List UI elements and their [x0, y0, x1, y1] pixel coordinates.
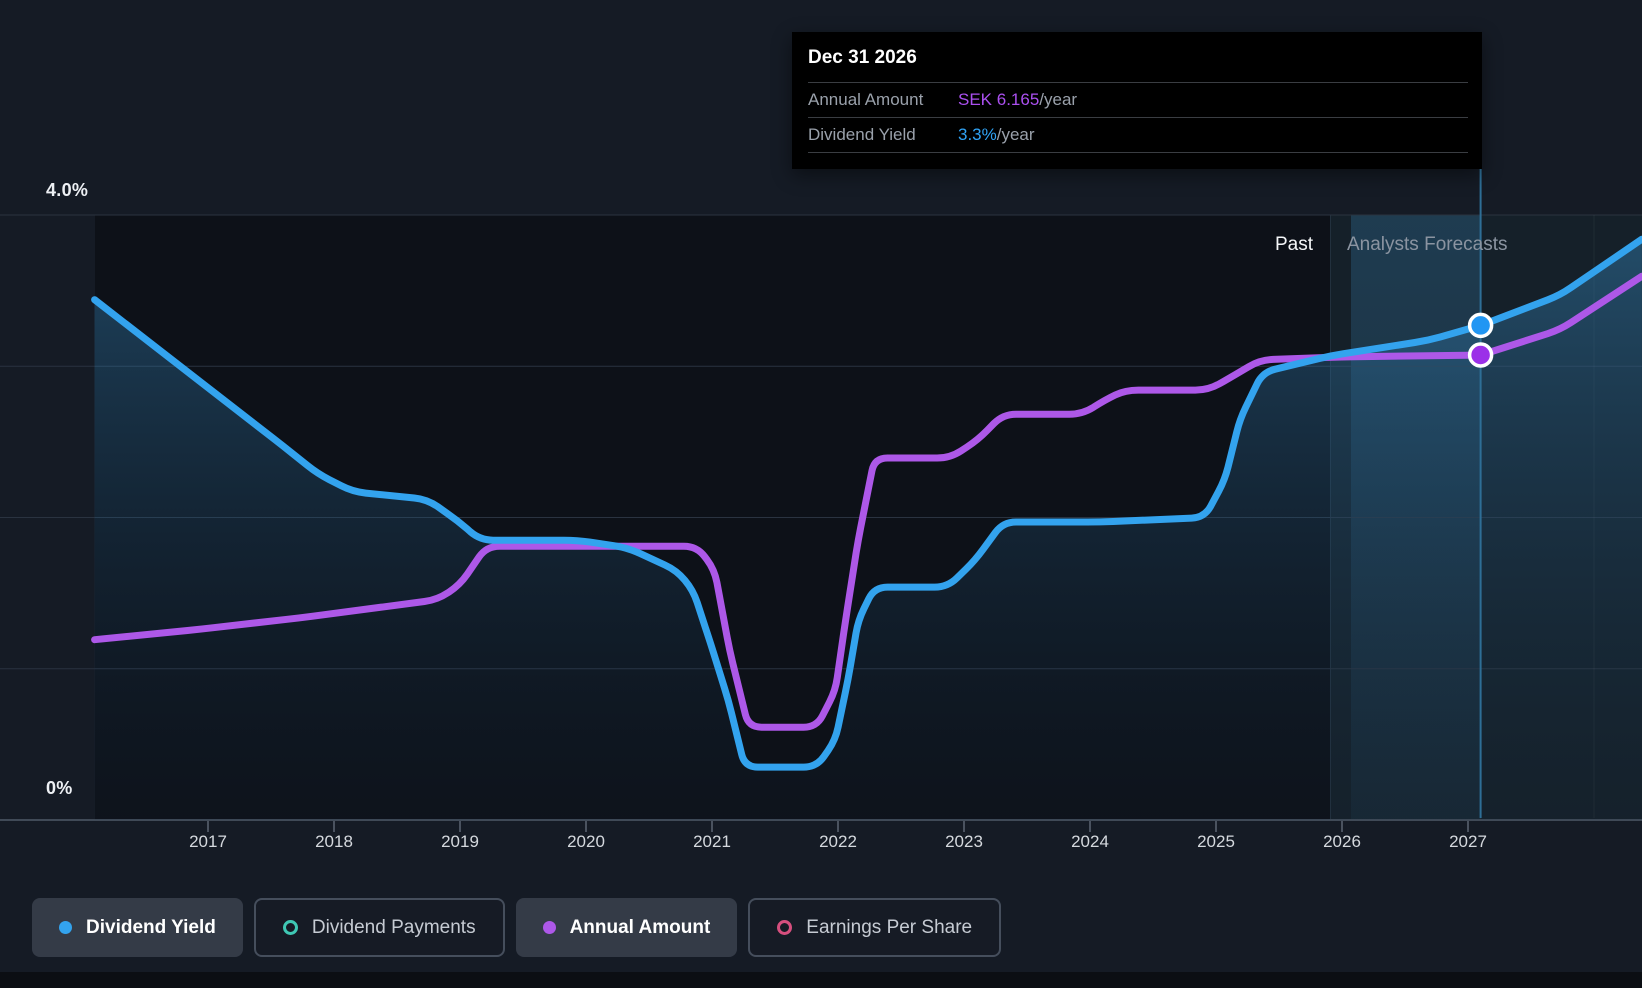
tooltip-label: Dividend Yield	[808, 125, 916, 144]
legend-label: Dividend Yield	[86, 916, 216, 938]
x-tick-label-2025: 2025	[1197, 832, 1235, 851]
annual-amount-line	[91, 272, 1642, 731]
tooltip-value: SEK 6.165	[958, 90, 1040, 109]
dividend-yield-line	[91, 235, 1642, 771]
legend-button-dividend-yield[interactable]: Dividend Yield	[32, 898, 243, 957]
tooltip-date: Dec 31 2026	[808, 32, 1468, 83]
x-axis-ticks	[207, 821, 1469, 832]
legend-label: Annual Amount	[569, 916, 711, 938]
x-tick-label-2018: 2018	[315, 832, 353, 851]
x-tick-label-2019: 2019	[441, 832, 479, 851]
legend-button-annual-amount[interactable]: Annual Amount	[515, 898, 738, 957]
legend-button-dividend-payments[interactable]: Dividend Payments	[253, 898, 505, 957]
tooltip-suffix: /year	[1039, 90, 1078, 109]
x-tick-label-2020: 2020	[567, 832, 605, 851]
chart-tooltip: Dec 31 2026 Annual Amount SEK 6.165/year …	[792, 32, 1482, 169]
forecast-zone-label: Analysts Forecasts	[1347, 234, 1508, 255]
legend-label: Dividend Payments	[311, 916, 476, 938]
tooltip-row-annual-amount: Annual Amount SEK 6.165/year	[808, 83, 1468, 118]
x-tick-label-2024: 2024	[1071, 832, 1109, 851]
dividend-yield-marker	[1467, 312, 1494, 339]
legend-label: Earnings Per Share	[806, 916, 973, 938]
x-tick-label-2026: 2026	[1323, 832, 1361, 851]
dividend-yield-area-fill	[94, 239, 1642, 820]
annual-amount-dot-icon	[542, 921, 556, 934]
bottom-edge-bar	[0, 972, 1642, 988]
x-tick-label-2027: 2027	[1449, 832, 1487, 851]
hover-markers	[1467, 312, 1494, 368]
dividend-payments-ring-icon	[282, 920, 298, 935]
y-axis-min-label: 0%	[46, 778, 73, 798]
dividend-yield-dot-icon	[59, 921, 72, 934]
tooltip-label: Annual Amount	[808, 90, 924, 109]
legend: Dividend Yield Dividend Payments Annual …	[32, 898, 1002, 957]
x-tick-label-2021: 2021	[693, 832, 731, 851]
tooltip-value: 3.3%	[958, 125, 997, 144]
past-zone-label: Past	[1274, 234, 1313, 255]
earnings-per-share-ring-icon	[777, 920, 793, 935]
annual-amount-marker	[1467, 342, 1494, 368]
legend-button-earnings-per-share[interactable]: Earnings Per Share	[748, 898, 1002, 957]
tooltip-suffix: /year	[996, 125, 1035, 144]
x-tick-label-2023: 2023	[945, 832, 983, 851]
tooltip-row-dividend-yield: Dividend Yield 3.3%/year	[808, 118, 1468, 153]
y-axis-max-label: 4.0%	[46, 180, 89, 200]
x-tick-label-2017: 2017	[189, 832, 227, 851]
x-tick-label-2022: 2022	[819, 832, 857, 851]
